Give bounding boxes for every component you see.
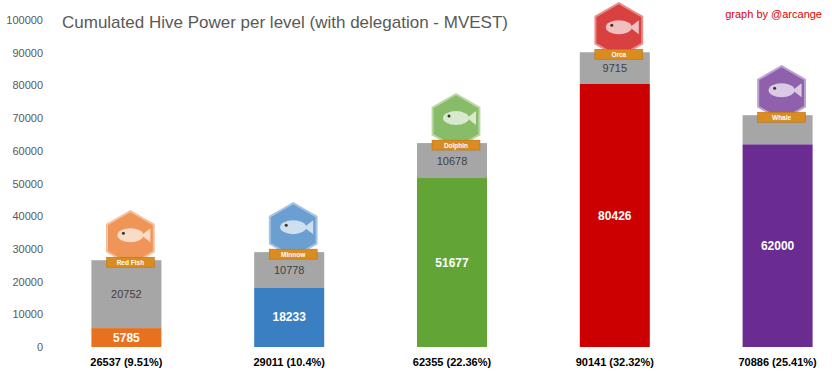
- data-label: 62000: [761, 239, 795, 253]
- badge-animal: [117, 228, 143, 242]
- data-label: 10678: [437, 155, 468, 167]
- data-label: 51677: [435, 256, 469, 270]
- badge: Dolphin: [432, 94, 480, 150]
- data-label: 80426: [598, 209, 632, 223]
- y-tick-label: 0: [37, 341, 43, 353]
- bar-segment: [743, 144, 813, 347]
- data-labels: 5785 20752 18233 10778 51677 10678 80426 9715 62…: [111, 62, 795, 344]
- y-tick-label: 40000: [12, 210, 43, 222]
- data-label: 10778: [274, 264, 305, 276]
- y-tick-label: 80000: [12, 79, 43, 91]
- bar-segment: [91, 328, 161, 347]
- badge-animal: [280, 220, 306, 234]
- y-tick-label: 70000: [12, 112, 43, 124]
- title: Cumulated Hive Power per level (with del…: [62, 13, 508, 32]
- y-tick-label: 10000: [12, 308, 43, 320]
- badge-animal-tail: [467, 111, 476, 125]
- badge-animal: [769, 83, 795, 97]
- y-tick-label: 30000: [12, 243, 43, 255]
- x-tick-label: 29011 (10.4%): [253, 356, 325, 368]
- badge-label: Red Fish: [117, 259, 144, 266]
- badge-animal-tail: [793, 83, 802, 97]
- badge-label: Dolphin: [444, 142, 468, 150]
- bar-segment: [417, 178, 487, 347]
- badge-ribbon: [269, 249, 317, 259]
- credit: graph by @arcange: [725, 8, 822, 20]
- x-tick-label: 62355 (22.36%): [413, 356, 492, 368]
- x-tick-label: 26537 (9.51%): [90, 356, 162, 368]
- chart-root: Cumulated Hive Power per level (with del…: [0, 0, 832, 379]
- badge-ribbon: [758, 112, 806, 122]
- y-tick-label: 100000: [6, 14, 43, 26]
- badge-animal-tail: [630, 20, 639, 34]
- badge-ribbon: [595, 49, 643, 59]
- data-label: 18233: [273, 310, 307, 324]
- badge-animal-tail: [141, 228, 150, 242]
- badge-ribbon: [106, 257, 154, 267]
- y-tick-label: 50000: [12, 178, 43, 190]
- badge: Whale: [758, 66, 806, 122]
- data-label: 9715: [603, 62, 627, 74]
- badge: Orca: [595, 3, 643, 59]
- badge-animal-tail: [304, 220, 313, 234]
- badge-label: Orca: [611, 51, 626, 58]
- y-tick-label: 20000: [12, 276, 43, 288]
- badge-animal: [443, 111, 469, 125]
- badge-label: Minnow: [281, 251, 306, 258]
- badge-animal-eye: [448, 115, 451, 118]
- badge-animal-eye: [773, 87, 776, 90]
- bar-segment: [254, 287, 324, 347]
- badge-animal: [606, 20, 632, 34]
- badge-ribbon: [432, 140, 480, 150]
- chart: Cumulated Hive Power per level (with del…: [0, 0, 832, 379]
- x-tick-label: 70886 (25.41%): [738, 356, 817, 368]
- bars: [91, 52, 812, 347]
- x-tick-label: 90141 (32.32%): [576, 356, 655, 368]
- y-tick-label: 90000: [12, 47, 43, 59]
- badge: Red Fish: [106, 211, 154, 267]
- data-label: 5785: [113, 331, 140, 345]
- badge-label: Whale: [772, 114, 792, 121]
- bar-segment: [580, 84, 650, 347]
- y-tick-label: 60000: [12, 145, 43, 157]
- badge-animal-eye: [610, 24, 613, 27]
- level-badges: Red Fish Minnow Dolphin Orca Whale: [106, 3, 805, 267]
- badge: Minnow: [269, 203, 317, 259]
- badge-animal-eye: [285, 224, 288, 227]
- data-label: 20752: [111, 288, 142, 300]
- bar-segment: [91, 260, 161, 328]
- badge-animal-eye: [122, 232, 125, 235]
